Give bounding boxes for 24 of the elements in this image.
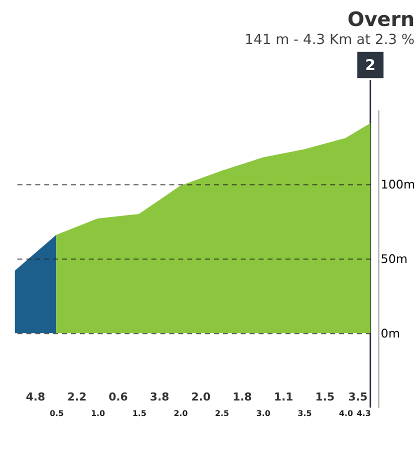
x-tick-label: 2.5	[215, 409, 230, 418]
chart-subtitle: 141 m - 4.3 Km at 2.3 %	[244, 32, 415, 48]
annotation: 2.0	[191, 390, 211, 404]
y-tick-label: 50m	[380, 252, 408, 266]
y-tick-label: 100m	[380, 178, 416, 192]
annotation: 1.1	[274, 390, 294, 404]
x-tick-label: 4.3	[356, 409, 371, 418]
x-tick-label: 3.0	[256, 409, 271, 418]
x-tick-label: 3.5	[298, 409, 312, 418]
y-tick-label: 0m	[380, 326, 400, 341]
annotation: 2.2	[67, 390, 87, 404]
x-tick-label: 2.0	[174, 409, 188, 418]
annotation: 3.8	[150, 390, 170, 404]
x-tick-label: 0.5	[50, 409, 64, 418]
annotation: 1.5	[315, 390, 335, 404]
annotation: 4.8	[26, 390, 46, 404]
chart-title: Overn	[347, 8, 415, 32]
text: 2	[365, 56, 376, 74]
annotation: 1.8	[232, 390, 252, 404]
annotation: 0.6	[108, 390, 128, 404]
x-tick-label: 1.0	[91, 409, 106, 418]
x-tick-label: 4.0	[339, 409, 354, 418]
x-tick-label: 1.5	[132, 409, 146, 418]
annotation: 3.5	[348, 390, 368, 404]
